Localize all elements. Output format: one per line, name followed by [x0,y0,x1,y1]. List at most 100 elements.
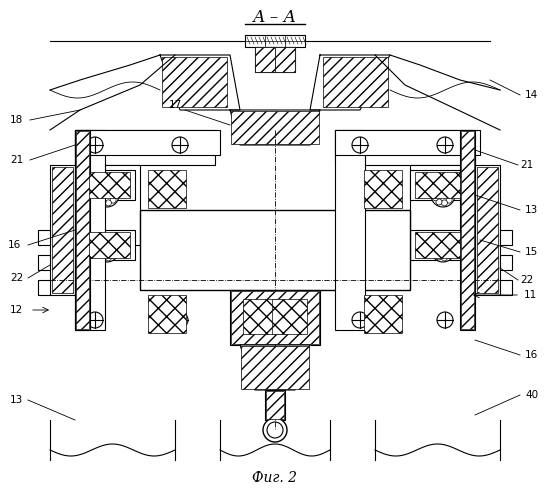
Circle shape [436,240,442,246]
Bar [251,346,299,384]
Circle shape [448,192,454,198]
Circle shape [100,240,106,246]
Circle shape [432,244,438,250]
Circle shape [432,194,438,200]
Circle shape [437,312,453,328]
Circle shape [95,183,119,207]
Text: 15: 15 [525,247,538,257]
Circle shape [446,197,452,203]
Text: 13: 13 [10,395,23,405]
Circle shape [96,244,102,250]
Bar [500,230,512,245]
Bar [76,131,89,329]
Bar [38,280,50,295]
Circle shape [436,185,442,191]
Circle shape [87,312,103,328]
Bar [231,291,319,344]
Bar [50,165,75,295]
Bar [500,255,512,270]
Circle shape [432,250,438,256]
Bar [272,299,307,334]
Bar [245,35,305,47]
Bar [266,391,284,419]
Bar [275,47,295,72]
Circle shape [446,242,452,248]
Circle shape [106,200,112,206]
Bar [75,165,140,245]
Bar [38,230,50,245]
Text: 22: 22 [520,275,534,285]
Polygon shape [160,55,240,110]
Bar [335,130,365,330]
Bar [335,130,480,155]
Bar [162,57,227,107]
Text: А – А: А – А [253,10,297,26]
Bar [410,170,465,200]
Circle shape [96,194,102,200]
Bar [38,255,50,270]
Circle shape [112,247,118,253]
Polygon shape [240,345,310,390]
Bar [415,172,460,198]
Bar [231,111,319,144]
Bar [255,47,295,72]
Bar [477,167,498,293]
Circle shape [431,183,455,207]
Circle shape [267,422,283,438]
Circle shape [100,199,106,205]
Bar [500,280,512,295]
Bar [415,232,460,258]
Bar [241,346,309,389]
Circle shape [352,312,368,328]
Bar [250,345,300,385]
Bar [255,47,275,72]
Circle shape [106,255,112,261]
Bar [335,130,475,165]
Circle shape [96,190,102,196]
Circle shape [436,254,442,260]
Text: 21: 21 [520,160,534,170]
Circle shape [110,197,116,203]
Bar [140,210,410,290]
Circle shape [446,252,452,258]
Bar [265,390,285,420]
Circle shape [172,312,188,328]
Circle shape [112,192,118,198]
Circle shape [110,187,116,193]
Polygon shape [310,55,390,110]
Bar [52,167,73,293]
Circle shape [442,184,447,190]
Circle shape [431,238,455,262]
Text: Фиг. 2: Фиг. 2 [252,471,298,485]
Bar [475,165,500,295]
Circle shape [436,199,442,205]
Circle shape [263,418,287,442]
Bar [75,130,90,330]
Circle shape [100,185,106,191]
Polygon shape [230,110,320,145]
Circle shape [87,137,103,153]
Bar [75,130,215,165]
Circle shape [100,254,106,260]
Text: 40: 40 [525,390,538,400]
Bar [85,232,130,258]
Bar [364,295,402,333]
Bar [148,170,186,208]
Circle shape [110,252,116,258]
Bar [323,57,388,107]
Bar [410,165,475,245]
Text: 14: 14 [525,90,538,100]
Circle shape [448,247,454,253]
Bar [75,130,220,155]
Circle shape [352,137,368,153]
Bar [230,290,320,345]
Circle shape [437,137,453,153]
Bar [148,295,186,333]
Bar [80,170,135,200]
Text: 21: 21 [10,155,23,165]
Text: 16: 16 [525,350,538,360]
Bar [364,170,402,208]
Circle shape [432,190,438,196]
Circle shape [442,239,447,245]
Text: 18: 18 [10,115,23,125]
